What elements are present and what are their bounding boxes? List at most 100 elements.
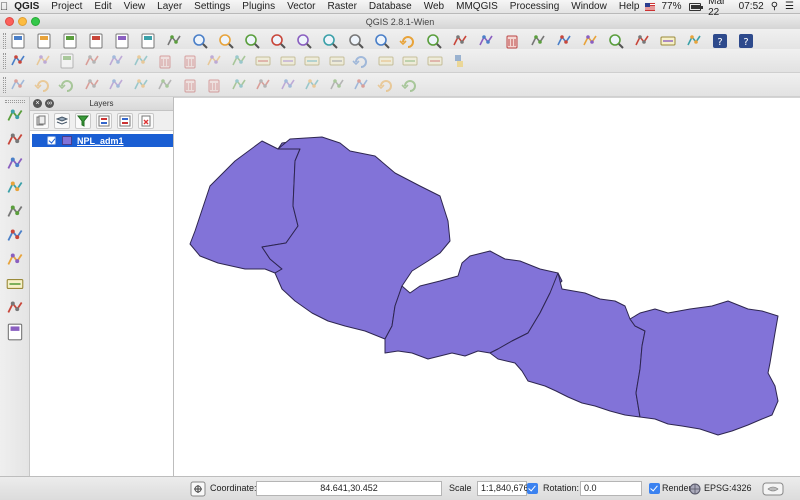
toolbar-grip[interactable]	[3, 33, 6, 49]
menu-processing[interactable]: Processing	[509, 1, 560, 12]
pin-labels-button[interactable]	[278, 51, 298, 71]
move-label-button[interactable]	[327, 51, 347, 71]
annotation-button[interactable]	[632, 31, 652, 51]
add-spatialite-layer-button[interactable]	[4, 153, 26, 175]
new-vector-layer-button[interactable]	[4, 321, 26, 343]
add-wms-layer-button[interactable]	[4, 201, 26, 223]
add-postgis-layer-button[interactable]	[4, 177, 26, 199]
expand-all-icon[interactable]	[96, 113, 112, 129]
crs-label[interactable]: EPSG:4326	[704, 483, 752, 493]
menu-vector[interactable]: Vector	[287, 1, 316, 12]
current-edits-button[interactable]	[8, 51, 28, 71]
text-annotation-button[interactable]	[658, 31, 678, 51]
menu-help[interactable]: Help	[618, 1, 640, 12]
filter-legend-icon[interactable]	[75, 113, 91, 129]
remove-layer-icon[interactable]	[138, 113, 154, 129]
map-canvas[interactable]	[174, 97, 800, 476]
save-as-button[interactable]	[86, 31, 106, 51]
add-group-icon[interactable]	[54, 113, 70, 129]
add-virtual-layer-button[interactable]	[4, 297, 26, 319]
whats-this-button[interactable]: ?	[736, 31, 756, 51]
rotate-feature-button[interactable]	[400, 75, 420, 95]
zoom-full-button[interactable]	[268, 31, 288, 51]
add-part-button[interactable]	[131, 75, 151, 95]
messages-icon[interactable]	[762, 481, 784, 497]
field-calculator-button[interactable]	[528, 31, 548, 51]
select-features-button[interactable]	[476, 31, 496, 51]
pan-button[interactable]	[164, 31, 184, 51]
toolbar-grip[interactable]	[3, 53, 6, 69]
rotate-point-symbols-button[interactable]	[376, 75, 396, 95]
digitize-button[interactable]	[8, 75, 28, 95]
delete-ring-button[interactable]	[180, 75, 200, 95]
change-label-button[interactable]	[376, 51, 396, 71]
menu-view[interactable]: View	[123, 1, 146, 12]
float-panel-icon[interactable]: ∞	[45, 99, 54, 108]
collapse-all-icon[interactable]	[117, 113, 133, 129]
menu-raster[interactable]: Raster	[327, 1, 357, 12]
region-central[interactable]	[489, 272, 646, 418]
delete-selected-button[interactable]	[155, 51, 175, 71]
spotlight-icon[interactable]: ⚲	[770, 1, 779, 12]
zoom-window-button[interactable]	[31, 17, 40, 26]
cut-features-button[interactable]	[180, 51, 200, 71]
add-delimited-text-button[interactable]	[4, 273, 26, 295]
composer-manager-button[interactable]	[138, 31, 158, 51]
layer-item-npl-adm1[interactable]: NPL_adm1	[32, 134, 173, 147]
zoom-to-layer-button[interactable]	[320, 31, 340, 51]
menu-project[interactable]: Project	[51, 1, 83, 12]
minimize-window-button[interactable]	[18, 17, 27, 26]
scale-field[interactable]: 1:1,840,676	[477, 481, 529, 496]
identify-button[interactable]	[424, 31, 444, 51]
offset-curve-button[interactable]	[253, 75, 273, 95]
copy-features-button[interactable]	[204, 51, 224, 71]
toggle-editing-button[interactable]	[33, 51, 53, 71]
open-project-button[interactable]	[34, 31, 54, 51]
save-edits-button[interactable]	[57, 51, 77, 71]
redo-button[interactable]	[57, 75, 77, 95]
input-source-flag-icon[interactable]	[645, 2, 655, 11]
move-feature-button[interactable]	[106, 51, 126, 71]
zoom-out-button[interactable]	[242, 31, 262, 51]
attribute-table-button[interactable]	[554, 31, 574, 51]
menu-edit[interactable]: Edit	[94, 1, 112, 12]
zoom-in-button[interactable]	[216, 31, 236, 51]
toolbar-grip[interactable]	[3, 77, 6, 93]
paste-features-button[interactable]	[229, 51, 249, 71]
close-panel-icon[interactable]: ×	[33, 99, 42, 108]
delete-part-button[interactable]	[204, 75, 224, 95]
add-raster-layer-button[interactable]	[4, 129, 26, 151]
clock-time[interactable]: 07:52	[738, 1, 764, 12]
map-tips-button[interactable]	[684, 31, 704, 51]
layer-visibility-checkbox[interactable]	[47, 136, 56, 145]
measure-button[interactable]	[606, 31, 626, 51]
new-project-button[interactable]	[8, 31, 28, 51]
toggle-extents-icon[interactable]	[190, 481, 206, 497]
add-wcs-layer-button[interactable]	[4, 225, 26, 247]
run-action-button[interactable]	[450, 31, 470, 51]
merge-features-button[interactable]	[327, 75, 347, 95]
reshape-button[interactable]	[229, 75, 249, 95]
menu-plugins[interactable]: Plugins	[242, 1, 276, 12]
add-feature-button[interactable]	[82, 51, 102, 71]
toolbar-grip[interactable]	[5, 100, 25, 103]
csw-button[interactable]	[425, 51, 445, 71]
add-ring-button[interactable]	[106, 75, 126, 95]
menu-layer[interactable]: Layer	[157, 1, 183, 12]
region-eastern[interactable]	[629, 300, 779, 436]
menu-window[interactable]: Window	[571, 1, 607, 12]
pan-to-selection-button[interactable]	[190, 31, 210, 51]
coordinate-field[interactable]: 84.641,30.452	[256, 481, 442, 496]
open-layer-styling-icon[interactable]	[33, 113, 49, 129]
menu-mmqgis[interactable]: MMQGIS	[456, 1, 498, 12]
menu-database[interactable]: Database	[368, 1, 412, 12]
crs-icon[interactable]	[689, 483, 701, 495]
python-console-button[interactable]	[449, 51, 469, 71]
statistics-button[interactable]	[580, 31, 600, 51]
apple-icon[interactable]: 	[0, 1, 8, 13]
highlight-labels-button[interactable]	[302, 51, 322, 71]
menu-web[interactable]: Web	[423, 1, 445, 12]
simplify-feature-button[interactable]	[82, 75, 102, 95]
undo-button[interactable]	[33, 75, 53, 95]
close-window-button[interactable]	[5, 17, 14, 26]
